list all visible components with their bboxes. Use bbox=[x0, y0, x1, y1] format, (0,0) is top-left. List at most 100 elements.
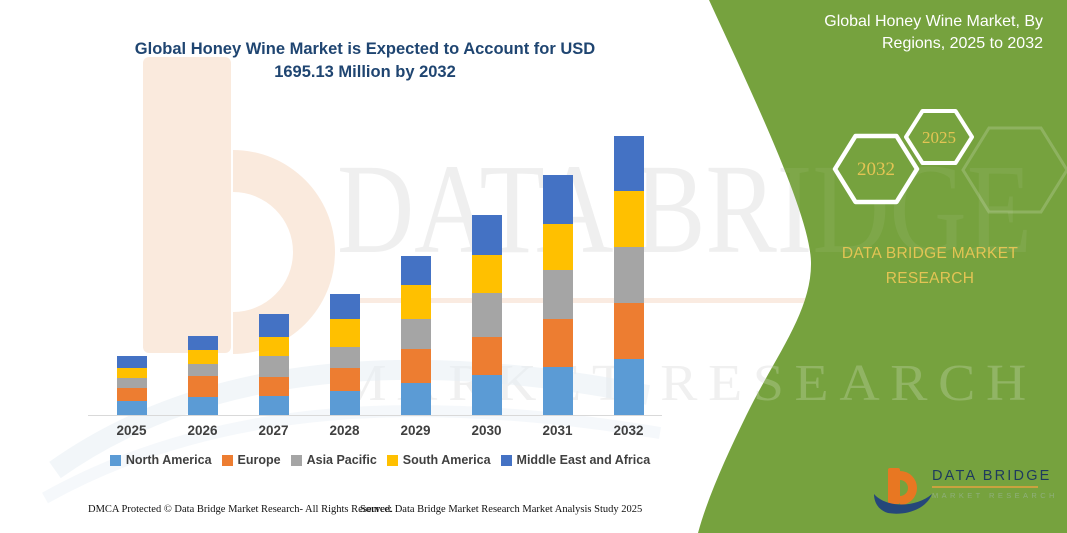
bar-column-2030 bbox=[451, 110, 522, 415]
logo-title: DATA BRIDGE bbox=[932, 468, 1052, 484]
page-title: Global Honey Wine Market is Expected to … bbox=[105, 38, 625, 84]
segment-2032-middle-east-and-africa bbox=[613, 135, 644, 192]
segment-2028-middle-east-and-africa bbox=[329, 294, 360, 320]
segment-2032-europe bbox=[613, 303, 644, 359]
legend-item-europe: Europe bbox=[221, 453, 281, 467]
segment-2029-south-america bbox=[400, 284, 431, 319]
bar-column-2032 bbox=[593, 110, 664, 415]
segment-2030-asia-pacific bbox=[471, 293, 502, 337]
segment-2025-north-america bbox=[116, 401, 147, 415]
segment-2029-asia-pacific bbox=[400, 318, 431, 350]
axis-label-2028: 2028 bbox=[329, 423, 360, 438]
brand-line2: RESEARCH bbox=[885, 270, 975, 288]
segment-2027-asia-pacific bbox=[258, 355, 289, 377]
legend-item-south-america: South America bbox=[386, 453, 491, 467]
segment-2028-europe bbox=[329, 367, 360, 391]
legend-swatch-icon bbox=[386, 454, 398, 466]
x-axis-labels: 2025 2026 2027 2028 2029 2030 2031 2032 bbox=[96, 423, 664, 438]
segment-2027-europe bbox=[258, 376, 289, 396]
brand-name: DATA BRIDGE MARKET RESEARCH bbox=[822, 241, 1038, 291]
hexagon-year-2032: 2032 bbox=[857, 159, 895, 180]
hexagon-year-2025: 2025 bbox=[922, 128, 956, 147]
hexagon-2032-icon bbox=[832, 133, 920, 205]
bar-column-2029 bbox=[380, 110, 451, 415]
logo-subtitle: MARKET RESEARCH bbox=[932, 490, 1058, 500]
segment-2031-europe bbox=[542, 318, 573, 367]
bar-2030 bbox=[471, 215, 502, 415]
axis-label-2030: 2030 bbox=[471, 423, 502, 438]
bar-column-2031 bbox=[522, 110, 593, 415]
company-logo-text: DATA BRIDGE MARKET RESEARCH bbox=[932, 468, 1058, 500]
bar-2032 bbox=[613, 135, 644, 415]
segment-2028-north-america bbox=[329, 390, 360, 415]
legend-label: South America bbox=[402, 453, 491, 467]
panel-title: Global Honey Wine Market, By Regions, 20… bbox=[783, 11, 1043, 56]
segment-2028-asia-pacific bbox=[329, 346, 360, 368]
hexagon-2025-icon bbox=[904, 109, 974, 165]
segment-2026-north-america bbox=[187, 397, 218, 415]
legend-swatch-icon bbox=[290, 454, 302, 466]
x-axis-line bbox=[88, 415, 662, 416]
logo-underline bbox=[932, 486, 1038, 488]
segment-2029-middle-east-and-africa bbox=[400, 255, 431, 285]
legend-item-middle-east-and-africa: Middle East and Africa bbox=[500, 453, 651, 467]
segment-2029-europe bbox=[400, 349, 431, 383]
bar-chart bbox=[96, 110, 664, 415]
bar-column-2028 bbox=[309, 110, 380, 415]
axis-label-2032: 2032 bbox=[613, 423, 644, 438]
segment-2030-south-america bbox=[471, 254, 502, 294]
bar-2026 bbox=[187, 335, 218, 415]
legend-label: North America bbox=[125, 453, 212, 467]
segment-2026-middle-east-and-africa bbox=[187, 335, 218, 351]
bar-column-2027 bbox=[238, 110, 309, 415]
brand-line1: DATA BRIDGE MARKET bbox=[841, 245, 1019, 262]
legend-label: Europe bbox=[237, 453, 281, 467]
segment-2029-north-america bbox=[400, 382, 431, 415]
segment-2026-europe bbox=[187, 376, 218, 398]
segment-2032-south-america bbox=[613, 191, 644, 247]
green-panel bbox=[698, 0, 1067, 533]
bar-2031 bbox=[542, 175, 573, 415]
axis-label-2027: 2027 bbox=[258, 423, 289, 438]
segment-2031-middle-east-and-africa bbox=[542, 175, 573, 224]
axis-label-2025: 2025 bbox=[116, 423, 147, 438]
axis-label-2026: 2026 bbox=[187, 423, 218, 438]
page-title-line1: Global Honey Wine Market is Expected to … bbox=[134, 40, 596, 58]
segment-2027-middle-east-and-africa bbox=[258, 313, 289, 337]
panel-title-line1: Global Honey Wine Market, By bbox=[824, 13, 1043, 30]
segment-2031-south-america bbox=[542, 223, 573, 271]
segment-2030-middle-east-and-africa bbox=[471, 215, 502, 255]
segment-2030-north-america bbox=[471, 375, 502, 415]
source-note: Source: Data Bridge Market Research Mark… bbox=[360, 504, 643, 515]
segment-2025-middle-east-and-africa bbox=[116, 355, 147, 368]
company-logo: DATA BRIDGE MARKET RESEARCH bbox=[872, 458, 1057, 518]
legend-item-north-america: North America bbox=[109, 453, 212, 467]
watermark-underline bbox=[335, 298, 890, 303]
segment-2032-asia-pacific bbox=[613, 246, 644, 304]
panel-title-line2: Regions, 2025 to 2032 bbox=[881, 35, 1043, 53]
bar-column-2025 bbox=[96, 110, 167, 415]
bar-2028 bbox=[329, 294, 360, 415]
company-logo-icon bbox=[874, 468, 932, 514]
legend-swatch-icon bbox=[221, 454, 233, 466]
axis-label-2031: 2031 bbox=[542, 423, 573, 438]
dmca-notice: DMCA Protected © Data Bridge Market Rese… bbox=[88, 504, 393, 515]
segment-2026-asia-pacific bbox=[187, 364, 218, 377]
legend-label: Middle East and Africa bbox=[516, 453, 651, 467]
segment-2032-north-america bbox=[613, 359, 644, 415]
segment-2031-north-america bbox=[542, 366, 573, 415]
segment-2025-asia-pacific bbox=[116, 378, 147, 388]
axis-label-2029: 2029 bbox=[400, 423, 431, 438]
legend-item-asia-pacific: Asia Pacific bbox=[290, 453, 377, 467]
segment-2030-europe bbox=[471, 336, 502, 376]
legend-swatch-icon bbox=[109, 454, 121, 466]
page-title-line2: 1695.13 Million by 2032 bbox=[274, 62, 456, 81]
segment-2027-south-america bbox=[258, 336, 289, 356]
segment-2025-europe bbox=[116, 387, 147, 401]
bar-2029 bbox=[400, 255, 431, 415]
legend-label: Asia Pacific bbox=[306, 453, 377, 467]
bar-2027 bbox=[258, 313, 289, 415]
bar-2025 bbox=[116, 355, 147, 415]
